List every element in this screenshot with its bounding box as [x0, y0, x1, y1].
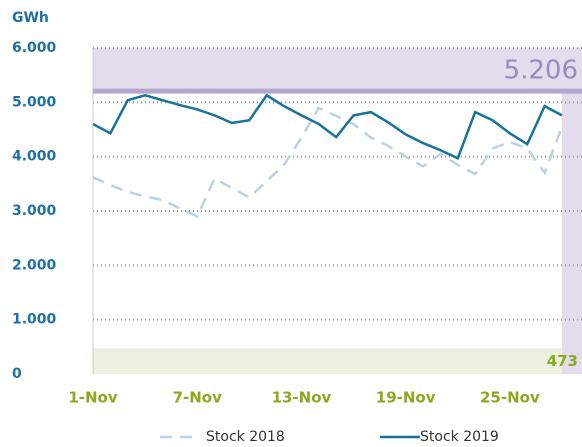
x-tick-label: 19-Nov	[376, 389, 436, 407]
y-tick-label: 3.000	[12, 203, 57, 219]
y-tick-label: 1.000	[12, 312, 57, 328]
lower-band	[93, 348, 562, 374]
y-tick-label: 2.000	[12, 257, 57, 273]
minimum-label: 473	[547, 352, 578, 370]
x-tick-label: 1-Nov	[68, 389, 118, 407]
y-tick-label: 6.000	[12, 40, 57, 56]
y-tick-label: 4.000	[12, 149, 57, 165]
series-line	[92, 93, 563, 161]
right-band	[562, 48, 582, 374]
threshold-label: 5.206	[504, 56, 578, 86]
x-tick-label: 25-Nov	[480, 389, 540, 407]
y-tick-label: 0	[12, 366, 22, 382]
legend-label: Stock 2019	[420, 429, 499, 445]
legend-label: Stock 2018	[206, 429, 285, 445]
x-tick-label: 13-Nov	[272, 389, 332, 407]
series-line	[92, 106, 564, 219]
x-tick-label: 7-Nov	[173, 389, 223, 407]
y-tick-label: 5.000	[12, 94, 57, 110]
upper-band	[93, 48, 582, 92]
y-axis-label: GWh	[12, 10, 49, 26]
